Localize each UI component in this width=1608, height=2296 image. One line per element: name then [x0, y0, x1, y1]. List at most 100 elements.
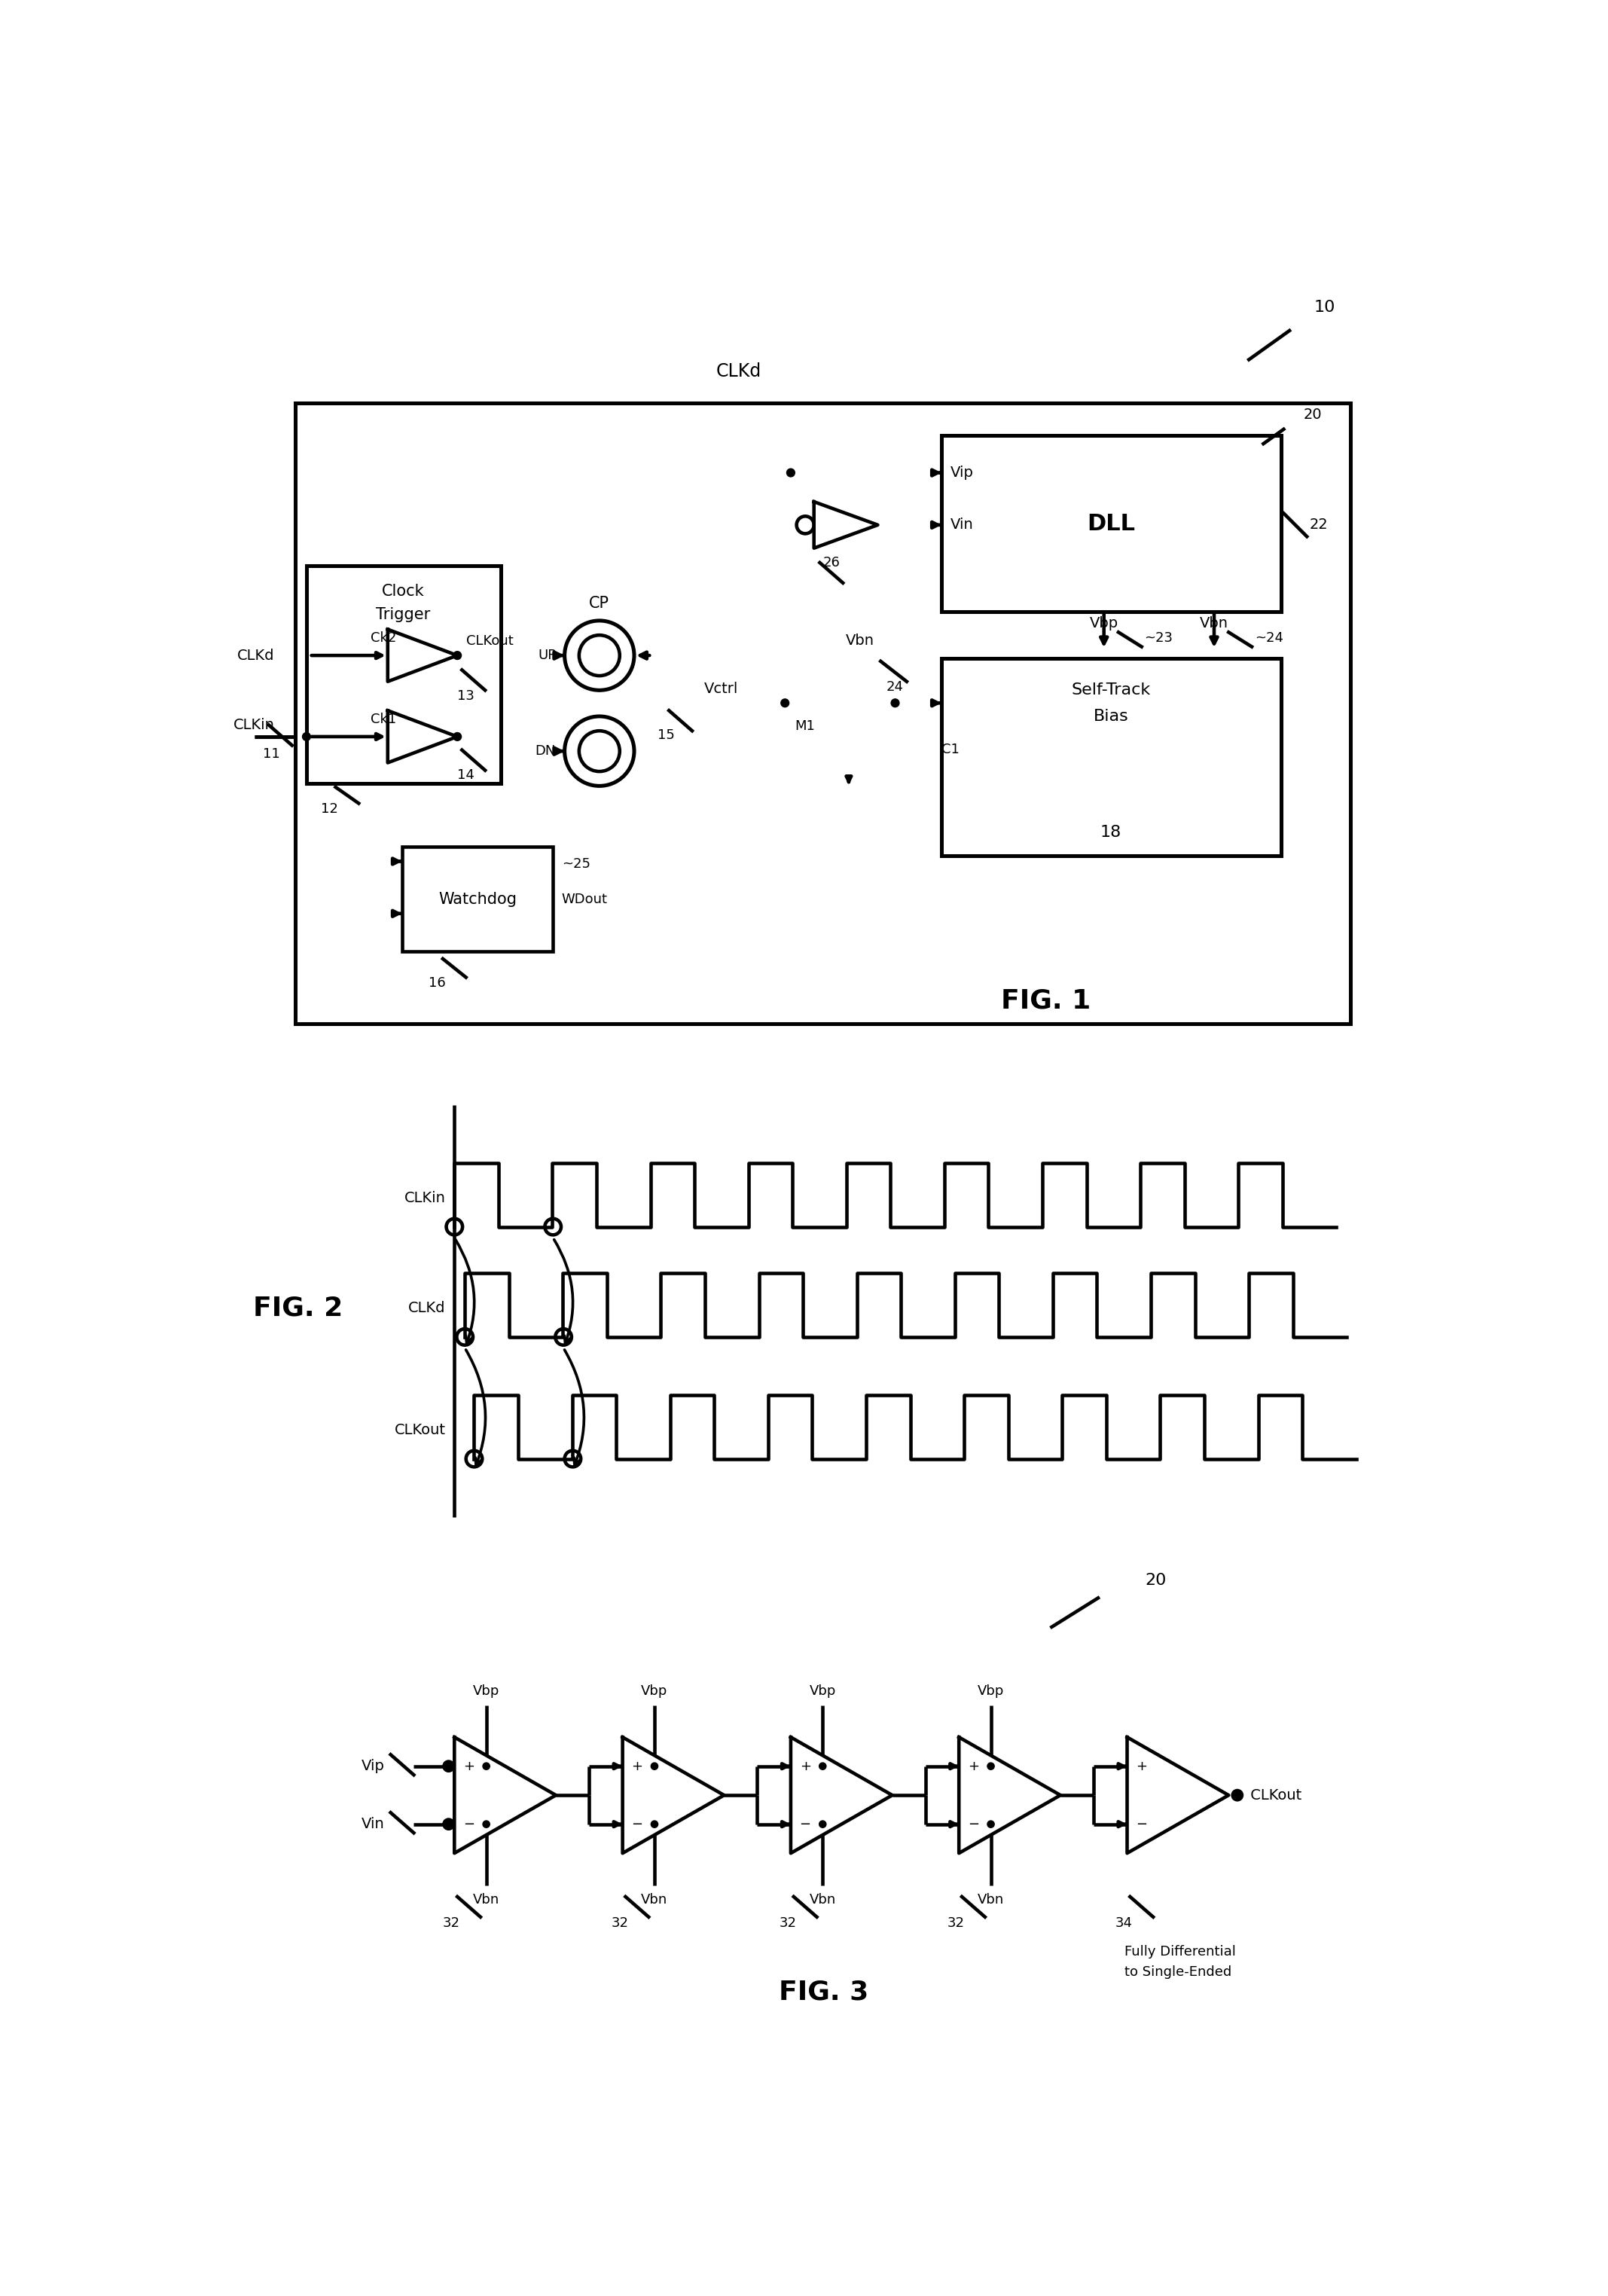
Text: +: +: [799, 1759, 810, 1773]
Text: 24: 24: [886, 680, 904, 693]
Circle shape: [482, 1763, 490, 1770]
Text: 14: 14: [457, 769, 474, 783]
Text: CLKout: CLKout: [466, 634, 513, 647]
Text: 16: 16: [428, 976, 445, 990]
Polygon shape: [1127, 1738, 1229, 1853]
Text: Vbn: Vbn: [846, 634, 875, 647]
Text: M1: M1: [794, 719, 815, 732]
Text: Vbp: Vbp: [642, 1683, 667, 1697]
Text: 32: 32: [442, 1917, 460, 1929]
Text: FIG. 2: FIG. 2: [252, 1295, 343, 1320]
Text: CLKin: CLKin: [404, 1192, 445, 1205]
Polygon shape: [622, 1738, 724, 1853]
Circle shape: [442, 1818, 455, 1830]
Text: ~23: ~23: [1145, 631, 1174, 645]
Text: 13: 13: [457, 689, 474, 703]
Circle shape: [1232, 1789, 1243, 1800]
Circle shape: [987, 1763, 994, 1770]
Text: DLL: DLL: [1087, 512, 1135, 535]
Text: C1: C1: [942, 742, 960, 755]
Text: CLKd: CLKd: [408, 1302, 445, 1316]
Circle shape: [651, 1763, 658, 1770]
Text: 32: 32: [611, 1917, 629, 1929]
Text: 10: 10: [1314, 301, 1335, 315]
Circle shape: [987, 1821, 994, 1828]
Text: Fully Differential: Fully Differential: [1124, 1945, 1235, 1958]
Text: Bias: Bias: [1093, 709, 1129, 723]
Polygon shape: [455, 1738, 556, 1853]
Text: 20: 20: [1304, 409, 1322, 422]
Text: −: −: [1135, 1818, 1148, 1830]
Text: CLKout: CLKout: [1246, 1789, 1302, 1802]
Text: −: −: [799, 1818, 810, 1830]
Text: 20: 20: [1145, 1573, 1167, 1589]
Text: UP: UP: [537, 650, 556, 661]
Text: CLKin: CLKin: [233, 719, 275, 732]
Circle shape: [453, 652, 461, 659]
Bar: [402, 847, 553, 951]
Circle shape: [786, 468, 794, 478]
Text: 11: 11: [264, 746, 280, 760]
Text: Vbp: Vbp: [1090, 615, 1118, 631]
Circle shape: [453, 732, 461, 742]
Text: Vip: Vip: [362, 1759, 384, 1773]
Bar: [294, 404, 1351, 1024]
Text: Ck1: Ck1: [370, 712, 396, 726]
Text: Vbn: Vbn: [1200, 615, 1229, 631]
Text: 32: 32: [780, 1917, 796, 1929]
Text: FIG. 3: FIG. 3: [778, 1979, 868, 2004]
Text: ~24: ~24: [1254, 631, 1283, 645]
Bar: [307, 565, 500, 783]
Text: +: +: [632, 1759, 643, 1773]
Circle shape: [891, 698, 899, 707]
Text: Vbp: Vbp: [473, 1683, 500, 1697]
Text: Clock: Clock: [383, 583, 425, 599]
Text: 26: 26: [823, 556, 839, 569]
Polygon shape: [388, 629, 457, 682]
Text: Watchdog: Watchdog: [439, 891, 516, 907]
Text: 18: 18: [1100, 824, 1121, 840]
Text: −: −: [968, 1818, 979, 1830]
Text: Vbp: Vbp: [978, 1683, 1003, 1697]
Bar: [942, 659, 1282, 856]
Text: CP: CP: [589, 595, 609, 611]
Text: Vip: Vip: [950, 466, 973, 480]
Text: +: +: [463, 1759, 474, 1773]
Text: CLKout: CLKout: [394, 1424, 445, 1437]
Polygon shape: [814, 503, 878, 549]
Polygon shape: [791, 1738, 892, 1853]
Circle shape: [818, 1763, 827, 1770]
Text: Vbn: Vbn: [642, 1892, 667, 1906]
Circle shape: [651, 1821, 658, 1828]
Text: Self-Track: Self-Track: [1071, 682, 1150, 698]
Text: CLKd: CLKd: [238, 647, 275, 664]
Text: WDout: WDout: [561, 893, 608, 907]
Text: Trigger: Trigger: [376, 608, 431, 622]
Text: +: +: [1135, 1759, 1147, 1773]
Circle shape: [781, 698, 790, 707]
Text: CLKd: CLKd: [716, 363, 761, 381]
Text: −: −: [463, 1818, 474, 1830]
Text: DN: DN: [535, 744, 556, 758]
Text: 12: 12: [322, 801, 338, 815]
Text: +: +: [968, 1759, 979, 1773]
Text: Vin: Vin: [950, 519, 973, 533]
Text: ~25: ~25: [561, 856, 590, 870]
Text: −: −: [632, 1818, 643, 1830]
Text: 22: 22: [1309, 519, 1328, 533]
Text: Vbn: Vbn: [978, 1892, 1003, 1906]
Text: Vin: Vin: [362, 1816, 384, 1832]
Circle shape: [482, 1821, 490, 1828]
Polygon shape: [388, 709, 457, 762]
Circle shape: [442, 1761, 455, 1773]
Text: FIG. 1: FIG. 1: [1002, 987, 1090, 1013]
Text: to Single-Ended: to Single-Ended: [1124, 1965, 1232, 1979]
Circle shape: [818, 1821, 827, 1828]
Text: Ck2: Ck2: [370, 631, 396, 645]
Text: 15: 15: [658, 728, 675, 742]
Circle shape: [302, 732, 310, 742]
Text: Vbp: Vbp: [809, 1683, 836, 1697]
Text: Vbn: Vbn: [473, 1892, 500, 1906]
Text: 32: 32: [947, 1917, 965, 1929]
Bar: [942, 434, 1282, 613]
